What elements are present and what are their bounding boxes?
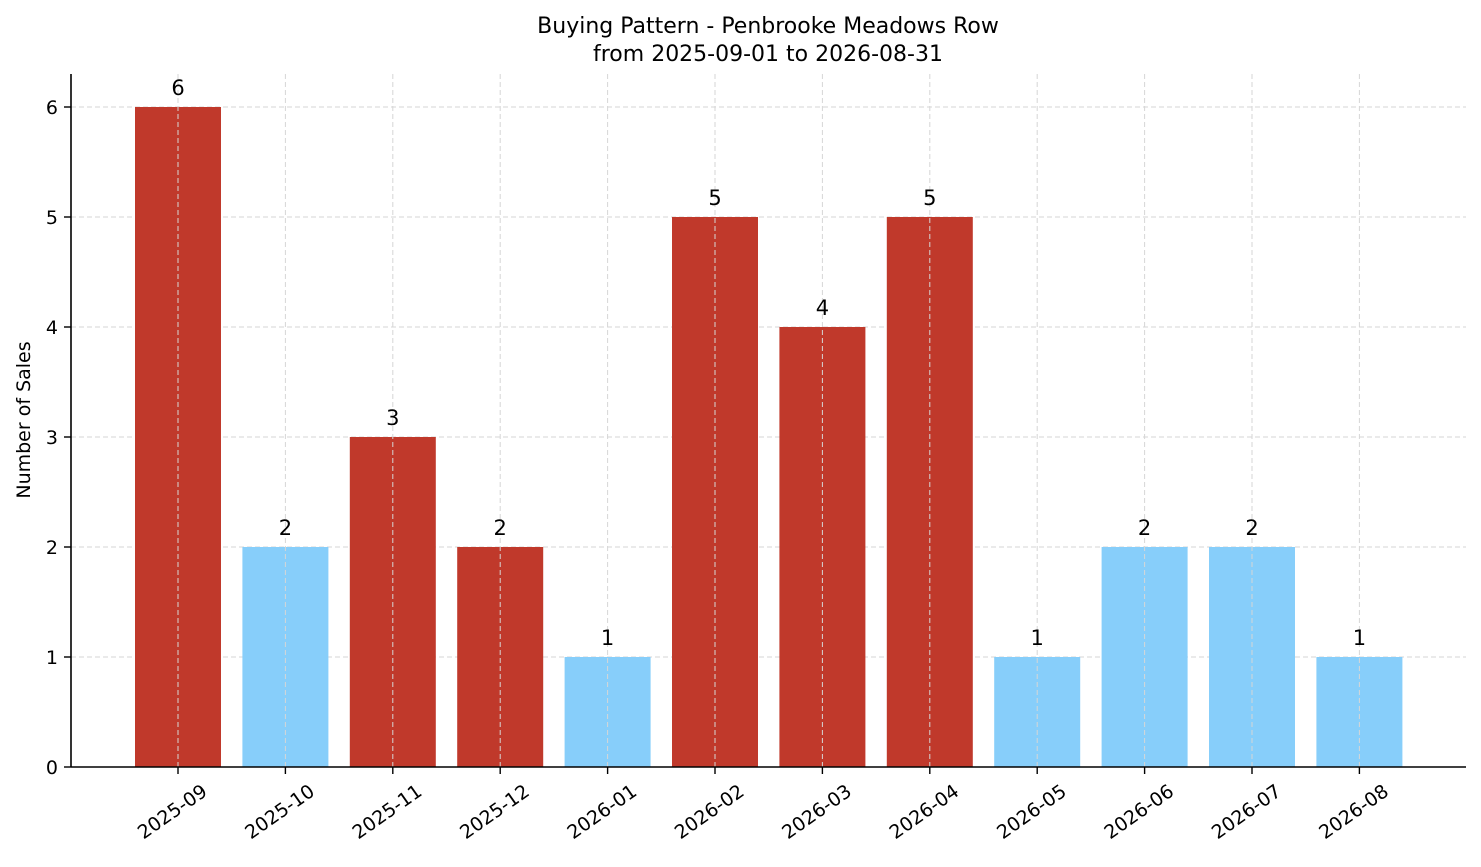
data-label: 2 <box>1245 516 1258 540</box>
y-tick-label: 3 <box>46 427 58 449</box>
x-tick-label: 2026-08 <box>1315 780 1393 844</box>
data-label: 1 <box>1031 626 1044 650</box>
axes <box>70 74 1466 768</box>
data-label: 5 <box>708 186 721 210</box>
y-tick-label: 4 <box>46 317 58 339</box>
data-label: 1 <box>601 626 614 650</box>
chart-subtitle-line: from 2025-09-01 to 2026-08-31 <box>593 42 943 67</box>
x-tick-label: 2026-06 <box>1100 780 1178 844</box>
x-tick-label: 2026-01 <box>563 780 641 844</box>
data-label: 4 <box>816 296 829 320</box>
y-tick-label: 6 <box>46 97 58 119</box>
x-tick-label: 2025-11 <box>349 780 427 844</box>
x-tick-label: 2026-03 <box>778 780 856 844</box>
x-grid-lines <box>177 74 1360 767</box>
x-tick-label: 2026-02 <box>671 780 749 844</box>
data-label: 2 <box>494 516 507 540</box>
x-tick-label: 2025-09 <box>134 780 212 844</box>
x-tick-label: 2026-04 <box>886 780 964 844</box>
data-label: 2 <box>279 516 292 540</box>
x-tick-label: 2025-10 <box>241 780 319 844</box>
data-label: 1 <box>1353 626 1366 650</box>
data-label: 2 <box>1138 516 1151 540</box>
data-label: 3 <box>386 406 399 430</box>
y-tick-label: 0 <box>46 757 58 779</box>
y-tick-label: 1 <box>46 647 58 669</box>
x-tick-label: 2026-05 <box>993 780 1071 844</box>
y-axis-label: Number of Sales <box>13 341 35 498</box>
x-ticks: 2025-09 2025-10 2025-11 2025-12 2026-01 2026-… <box>134 767 1393 844</box>
data-label: 5 <box>923 186 936 210</box>
y-tick-label: 2 <box>46 537 58 559</box>
data-label: 6 <box>171 76 184 100</box>
x-tick-label: 2025-12 <box>456 780 534 844</box>
y-ticks: 0 1 2 3 4 5 6 <box>46 97 71 779</box>
y-tick-label: 5 <box>46 207 58 229</box>
x-tick-label: 2026-07 <box>1208 780 1286 844</box>
chart-title-line: Buying Pattern - Penbrooke Meadows Row <box>537 14 999 39</box>
chart-title: Buying Pattern - Penbrooke Meadows Row f… <box>537 14 999 67</box>
data-labels: 6 2 3 2 1 5 4 5 1 2 2 1 <box>171 76 1366 650</box>
